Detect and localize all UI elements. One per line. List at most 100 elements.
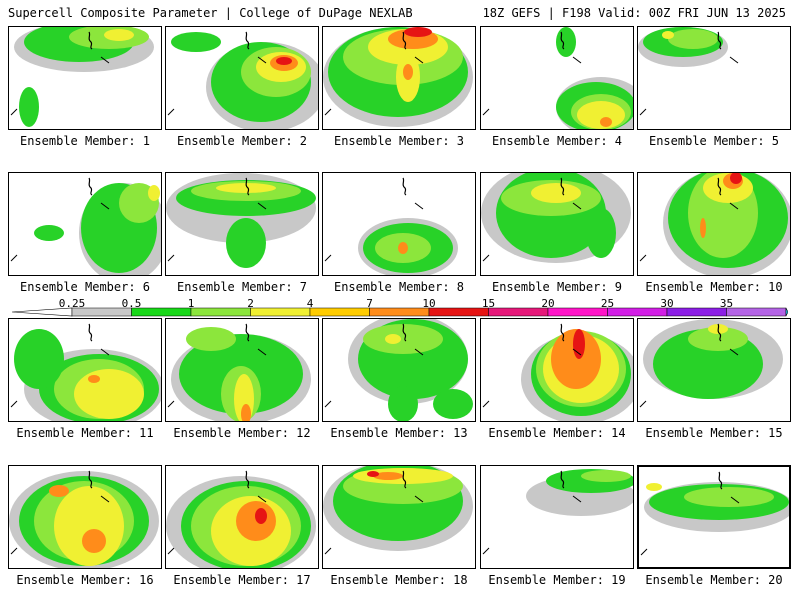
scp-contour-yellow xyxy=(54,486,124,566)
colorbar-tick-label: 35 xyxy=(719,297,734,310)
coastline xyxy=(167,400,175,408)
coastline xyxy=(560,470,565,489)
ensemble-member-map xyxy=(480,26,634,130)
ensemble-member-map xyxy=(480,172,634,276)
coastline xyxy=(482,400,490,408)
scp-contour-orange xyxy=(82,529,106,553)
coastline xyxy=(257,202,267,210)
coastline xyxy=(414,348,424,356)
coastline xyxy=(88,323,93,342)
ensemble-member-map xyxy=(8,172,162,276)
coastline xyxy=(257,495,267,503)
colorbar-segment xyxy=(607,307,668,317)
coastline xyxy=(718,471,723,490)
ensemble-member-label: Ensemble Member: 17 xyxy=(173,573,311,587)
scp-contour-green xyxy=(19,87,39,127)
coastline xyxy=(88,177,93,196)
ensemble-member-label: Ensemble Member: 4 xyxy=(491,134,623,148)
ensemble-member-map xyxy=(480,465,634,569)
coastline xyxy=(482,547,490,555)
coastline xyxy=(245,470,250,489)
coastline xyxy=(88,470,93,489)
coastline xyxy=(402,470,407,489)
coastline xyxy=(572,495,582,503)
scp-contour-yellow xyxy=(74,369,144,419)
coastline xyxy=(730,496,740,504)
coastline xyxy=(402,323,407,342)
ensemble-member-label: Ensemble Member: 12 xyxy=(173,426,311,440)
coastline xyxy=(560,31,565,50)
coastline xyxy=(10,254,18,262)
colorbar-segment xyxy=(369,307,430,317)
scp-contour-orange xyxy=(373,472,403,480)
colorbar-tick-label: 7 xyxy=(366,297,373,310)
coastline xyxy=(100,495,110,503)
ensemble-member-map xyxy=(165,465,319,569)
ensemble-member-label: Ensemble Member: 20 xyxy=(645,573,783,587)
scp-contour-orange xyxy=(88,375,100,383)
scp-contour-orange xyxy=(551,329,601,389)
coastline xyxy=(167,254,175,262)
coastline xyxy=(482,108,490,116)
coastline xyxy=(88,31,93,50)
ensemble-member-label: Ensemble Member: 3 xyxy=(333,134,465,148)
scp-contour-lightgreen xyxy=(668,29,718,49)
ensemble-member-label: Ensemble Member: 11 xyxy=(16,426,154,440)
colorbar-tick-label: 0.25 xyxy=(58,297,86,310)
ensemble-member-map xyxy=(637,318,791,422)
scp-contour-orange xyxy=(700,218,706,238)
colorbar-tick-label: 30 xyxy=(660,297,674,310)
coastline xyxy=(324,254,332,262)
ensemble-member-map xyxy=(8,465,162,569)
coastline xyxy=(402,31,407,50)
coastline xyxy=(324,547,332,555)
coastline xyxy=(10,108,18,116)
ensemble-member-label: Ensemble Member: 5 xyxy=(648,134,780,148)
scp-contour-red xyxy=(276,57,292,65)
coastline xyxy=(402,177,407,196)
scp-contour-lightgreen xyxy=(186,327,236,351)
ensemble-member-map xyxy=(322,318,476,422)
ensemble-member-map xyxy=(322,465,476,569)
scp-contour-green xyxy=(433,389,473,419)
coastline xyxy=(639,254,647,262)
colorbar-segment xyxy=(666,307,727,317)
coastline xyxy=(560,177,565,196)
ensemble-member-label: Ensemble Member: 9 xyxy=(491,280,623,294)
coastline xyxy=(717,177,722,196)
scp-contour-red xyxy=(573,329,585,359)
scp-contour-orange xyxy=(49,485,69,497)
scp-contour-green xyxy=(171,32,221,52)
ensemble-member-map xyxy=(8,318,162,422)
coastline xyxy=(482,254,490,262)
colorbar-tick-label: 1 xyxy=(187,297,195,310)
coastline xyxy=(414,495,424,503)
ensemble-member-map xyxy=(322,172,476,276)
ensemble-member-map xyxy=(165,318,319,422)
coastline xyxy=(639,400,647,408)
coastline xyxy=(414,202,424,210)
scp-contour-lightgreen xyxy=(581,470,631,482)
ensemble-member-label: Ensemble Member: 6 xyxy=(19,280,151,294)
scp-contour-yellow xyxy=(104,29,134,41)
scp-contour-lightgreen xyxy=(688,327,748,351)
colorbar-tick-label: 20 xyxy=(541,297,555,310)
scp-contour-yellow xyxy=(216,183,276,193)
colorbar-tick-label: 0.5 xyxy=(121,297,142,310)
ensemble-member-label: Ensemble Member: 8 xyxy=(333,280,465,294)
scp-contour-yellow xyxy=(662,31,674,39)
ensemble-member-map xyxy=(165,172,319,276)
scp-contour-yellow xyxy=(577,101,625,129)
coastline xyxy=(245,177,250,196)
ensemble-member-label: Ensemble Member: 10 xyxy=(645,280,783,294)
coastline xyxy=(572,348,582,356)
scp-contour-green xyxy=(34,225,64,241)
colorbar xyxy=(12,307,788,317)
coastline xyxy=(572,56,582,64)
coastline xyxy=(10,547,18,555)
coastline xyxy=(572,202,582,210)
coastline xyxy=(257,56,267,64)
ensemble-member-label: Ensemble Member: 13 xyxy=(330,426,468,440)
ensemble-member-label: Ensemble Member: 15 xyxy=(645,426,783,440)
coastline xyxy=(100,202,110,210)
